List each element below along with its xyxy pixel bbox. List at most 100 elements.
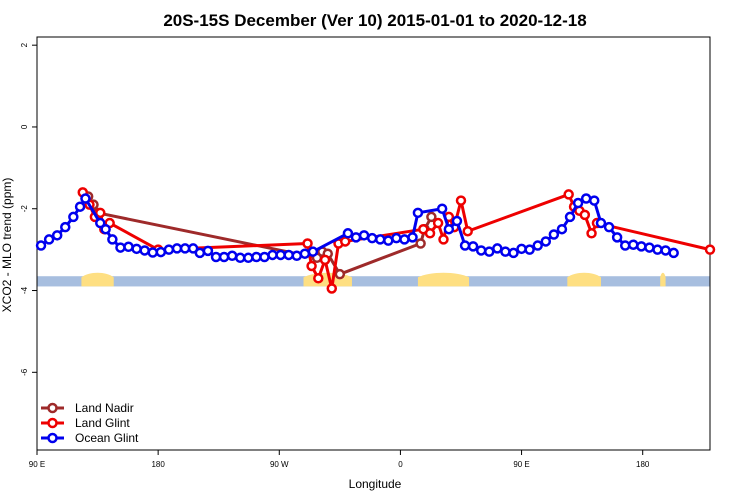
data-point [95,217,106,229]
data-point [619,240,631,251]
data-point [342,228,354,239]
data-point [210,251,222,263]
data-point [556,223,568,235]
data-point [412,207,424,219]
data-point [374,234,386,245]
data-point [524,244,535,255]
data-point [147,247,159,258]
data-point [302,238,313,249]
data-point [139,245,150,256]
x-tick-label: 90 W [270,460,289,469]
data-point [275,249,286,261]
data-point [484,246,495,257]
data-point [366,232,378,244]
data-point [563,189,574,200]
y-tick-label: 0 [20,124,29,129]
data-point [171,243,183,254]
data-point [579,209,591,221]
data-point [334,268,346,280]
data-point [443,223,455,235]
data-point [438,234,449,245]
chart-title: 20S-15S December (Ver 10) 2015-01-01 to … [163,11,586,30]
data-point [339,236,351,247]
data-point [299,248,311,259]
y-tick-label: 2 [20,42,29,47]
plot-frame [36,36,711,451]
land-segment [567,272,601,287]
data-point [391,232,402,244]
data-point [194,247,206,259]
data-point [179,243,191,254]
data-point [43,234,55,245]
data-point [586,228,597,239]
data-point [644,242,655,253]
data-point [251,251,262,263]
data-point [492,243,503,254]
data-point [424,228,436,239]
data-point [704,244,716,255]
data-point [51,230,63,241]
legend-swatch-marker [47,402,58,414]
x-tick-label: 90 E [513,460,529,469]
data-point [462,225,473,237]
data-point [415,238,426,249]
x-tick-label: 90 E [29,460,45,469]
data-point [516,243,527,255]
data-point [451,215,463,227]
data-point [595,217,607,229]
data-point [432,217,444,229]
data-point [611,232,623,243]
data-point [202,245,214,257]
data-point [500,246,511,257]
data-point [540,236,552,247]
x-tick-label: 180 [636,460,650,469]
y-tick-label: -6 [20,368,29,376]
x-tick-label: 180 [151,460,165,469]
data-point [628,239,639,250]
data-point [226,250,238,262]
legend-label: Ocean Glint [75,431,139,445]
legend-label: Land Nadir [75,401,134,415]
data-point [467,241,479,252]
data-point [636,241,647,252]
data-point [307,246,319,257]
data-point [60,221,71,233]
data-point [95,207,106,219]
data-point [234,252,246,264]
x-tick-label: 0 [398,460,403,469]
land-segment [81,272,114,287]
data-point [243,252,254,264]
data-point [580,193,592,204]
land-segment [660,272,666,287]
data-point [603,221,615,233]
y-tick-label: -2 [20,205,29,213]
plot-area: 90 E 180 90 W 0 90 E 180 2 0 -2 -4 -6 [20,36,716,469]
data-point [267,249,278,261]
data-point [259,251,270,263]
data-point [123,241,134,253]
data-point [107,234,118,245]
data-point [74,201,86,212]
data-point [407,232,418,243]
data-point [588,195,600,206]
data-point [436,203,448,214]
data-point [668,247,679,259]
legend-swatch-marker [47,417,58,429]
data-point [326,283,338,294]
data-point [508,247,519,259]
data-point [68,211,79,223]
data-point [100,223,111,235]
data-point [291,250,303,262]
data-point [155,246,167,258]
data-point [548,229,560,240]
data-point [313,273,324,284]
land-segment [417,272,470,287]
data-point [319,254,331,266]
legend-swatch-marker [47,432,58,444]
y-axis-label: XCO2 - MLO trend (ppm) [0,178,14,313]
data-point [399,234,410,245]
data-point [131,243,142,255]
data-point [187,243,199,254]
